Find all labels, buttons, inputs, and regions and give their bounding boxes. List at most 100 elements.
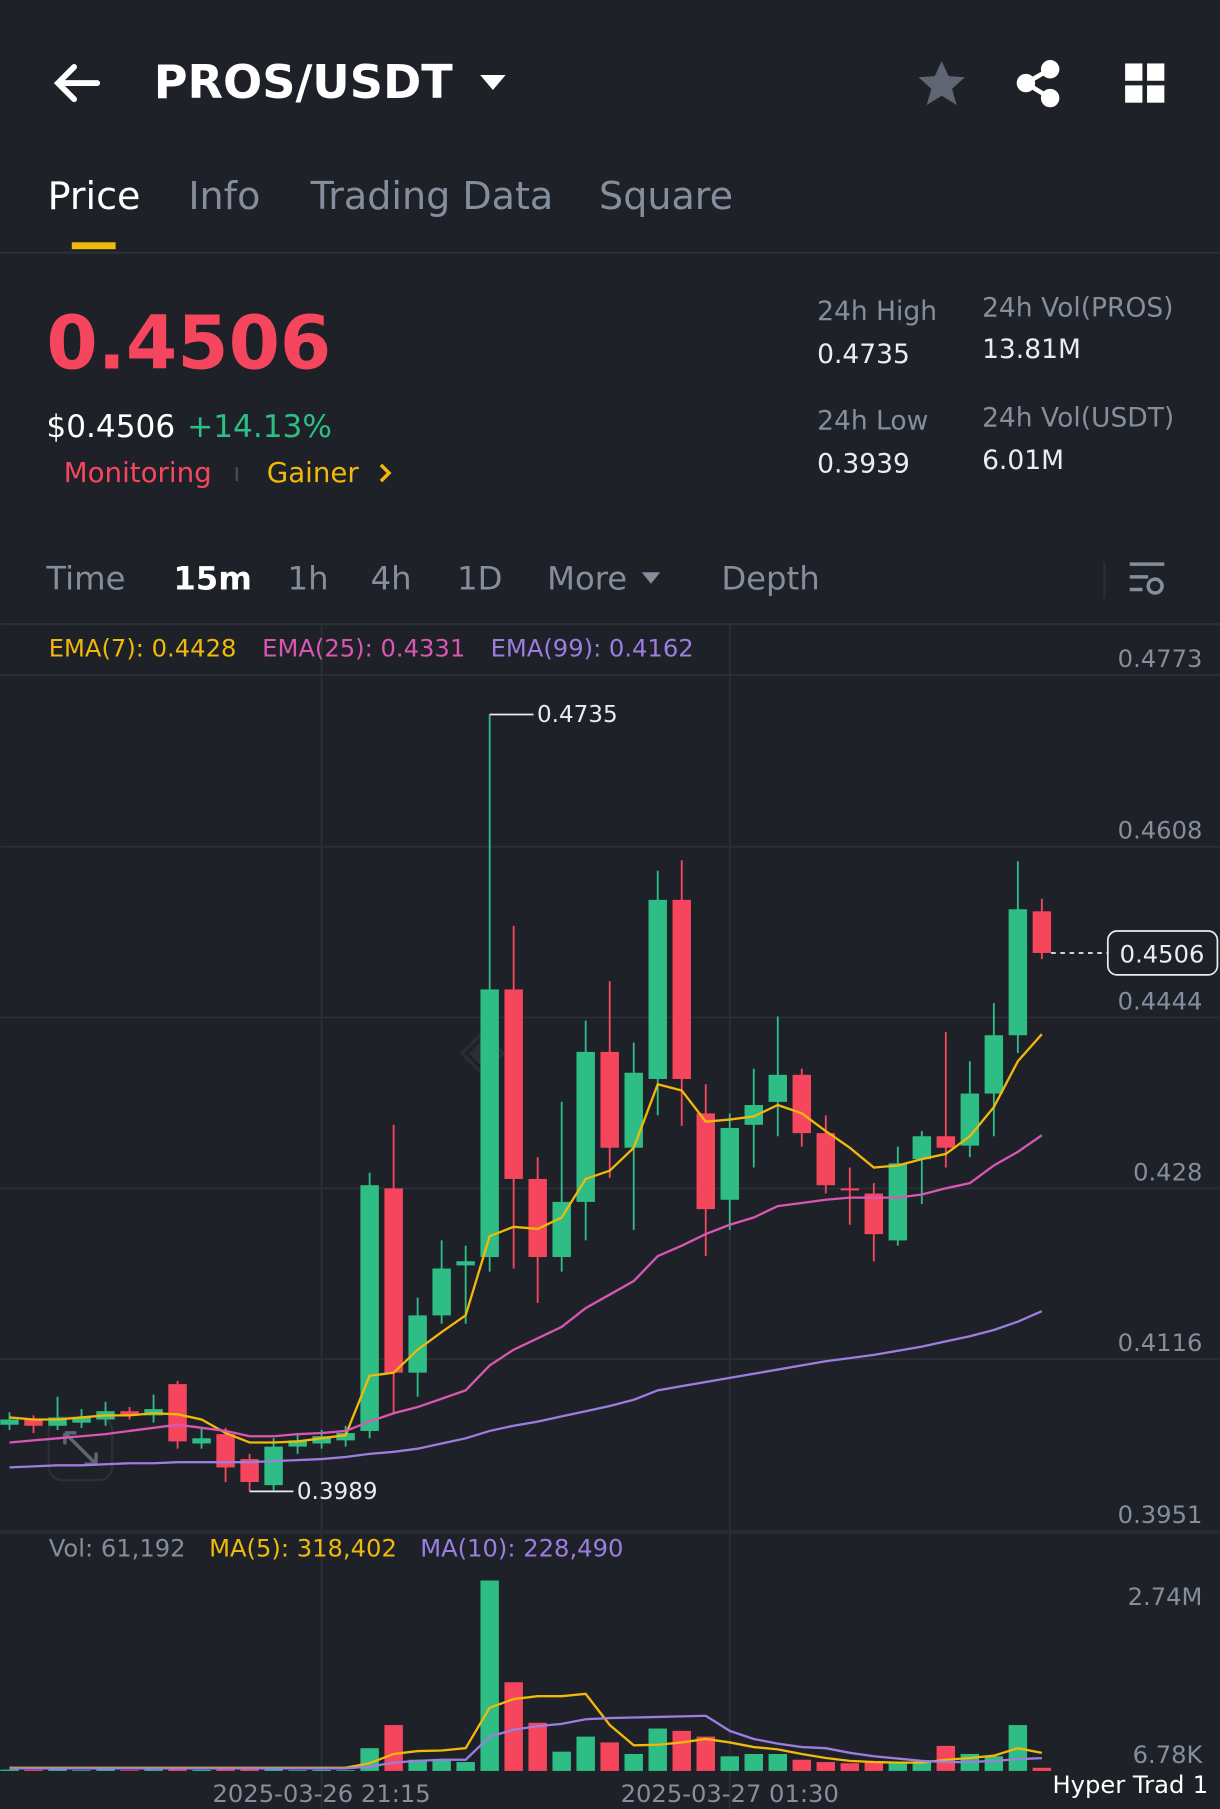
y-tick-label: 0.4773: [1118, 645, 1203, 673]
price-tag-label: 0.4506: [1120, 940, 1205, 968]
volume-bar: [0, 1769, 19, 1771]
interval[interactable]: 1h: [288, 559, 329, 597]
candle-body: [1032, 911, 1052, 953]
candle-body: [360, 1185, 379, 1431]
chart-settings-icon[interactable]: [1129, 562, 1165, 595]
volume-label: Vol: 61,192: [49, 1534, 186, 1562]
x-tick-label: 2025-03-27 01:30: [621, 1780, 839, 1808]
volume-bar: [480, 1580, 499, 1771]
chart: 0.4773 0.4608 0.4444 0.428 0.4116 0.3951 2.74M…: [0, 625, 1220, 1809]
candle-body: [168, 1384, 187, 1442]
stat-label: 24h Low: [817, 406, 928, 437]
volume-bar: [144, 1769, 163, 1771]
stat-value: 6.01M: [982, 445, 1064, 476]
candle-body: [456, 1261, 475, 1266]
candle-body: [816, 1133, 836, 1186]
tag[interactable]: Monitoring: [64, 456, 212, 489]
volume-bar: [264, 1769, 283, 1771]
more-caret: [641, 572, 661, 584]
pair-title[interactable]: PROS/USDT: [154, 55, 454, 109]
volume-bar: [408, 1759, 427, 1771]
pair-dropdown[interactable]: [480, 74, 506, 90]
volume-bar: [216, 1768, 235, 1771]
candle-body: [216, 1434, 235, 1468]
tab[interactable]: Price: [48, 174, 141, 218]
candle-body: [408, 1315, 427, 1373]
volume-bar: [936, 1745, 956, 1771]
volume-bar: [696, 1736, 715, 1771]
candle-body: [264, 1446, 283, 1486]
interval[interactable]: 15m: [173, 559, 252, 597]
volume-bar: [768, 1753, 788, 1771]
indicator-line: [9, 1134, 1043, 1444]
volume-bar: [576, 1736, 595, 1771]
volume-bar: [72, 1770, 91, 1771]
candle-body: [648, 899, 667, 1079]
interval[interactable]: Time: [45, 559, 125, 597]
volume-bar: [432, 1759, 451, 1771]
candle-body: [696, 1113, 715, 1210]
volume-bar: [312, 1769, 331, 1771]
back-button[interactable]: [53, 64, 101, 103]
interval[interactable]: Depth: [721, 559, 819, 597]
volume-bar: [624, 1753, 643, 1771]
interval[interactable]: 1D: [457, 559, 502, 597]
candle-body: [840, 1188, 860, 1191]
overlay-text: Hyper Trad: [1052, 1771, 1184, 1799]
price-change: +14.13%: [187, 409, 332, 445]
interval[interactable]: 4h: [371, 559, 412, 597]
candle-body: [48, 1417, 67, 1426]
volume-bar: [1032, 1767, 1052, 1771]
tab[interactable]: Trading Data: [310, 174, 554, 218]
legend-entry: MA(5): 318,402: [209, 1534, 397, 1562]
volume-bar: [792, 1759, 812, 1771]
last-price: 0.4506: [46, 300, 331, 386]
candle-body: [552, 1201, 571, 1258]
volume-bar: [720, 1756, 739, 1771]
stat-label: 24h High: [817, 296, 937, 327]
price-tag: [1106, 930, 1219, 976]
candle-body: [888, 1163, 908, 1241]
stat-value: 0.3939: [817, 448, 910, 479]
candle-body: [24, 1419, 43, 1426]
volume-bar: [552, 1751, 571, 1771]
overlay-count: 1: [1193, 1771, 1208, 1799]
volume-bar: [456, 1762, 475, 1771]
volume-bar: [240, 1768, 259, 1771]
favorite-icon[interactable]: [918, 61, 965, 105]
tag[interactable]: Gainer: [267, 456, 360, 489]
tab-indicator: [71, 242, 116, 250]
grid-icon[interactable]: [1125, 63, 1165, 103]
tab[interactable]: Square: [599, 174, 733, 218]
volume-bar: [600, 1742, 619, 1771]
candle-body: [120, 1411, 139, 1416]
stat-label: 24h Vol(USDT): [982, 402, 1174, 433]
volume-bar: [120, 1770, 139, 1771]
volume-bar: [48, 1769, 67, 1771]
candle-body: [720, 1127, 739, 1200]
tab[interactable]: Info: [188, 174, 260, 218]
volume-bar: [528, 1722, 547, 1771]
indicator-line: [9, 1033, 1043, 1444]
y-tick-label: 0.428: [1133, 1158, 1202, 1186]
volume-bar: [24, 1769, 43, 1771]
candle-body: [624, 1072, 643, 1148]
candle-body: [768, 1074, 788, 1102]
candle-body: [1008, 909, 1028, 1036]
usd-price: $0.4506: [46, 409, 175, 445]
interval[interactable]: More: [547, 559, 627, 597]
volume-bar: [96, 1769, 115, 1771]
y-tick-label: 0.4608: [1118, 817, 1203, 845]
candle-body: [600, 1051, 619, 1148]
volume-bar: [648, 1728, 667, 1771]
tag-separator: [235, 467, 238, 482]
candle-body: [384, 1188, 403, 1373]
volume-bar: [744, 1753, 763, 1771]
candle-body: [528, 1178, 547, 1258]
share-icon[interactable]: [1016, 59, 1060, 108]
y-tick-label: 0.4444: [1118, 988, 1203, 1016]
volume-ma-line: [9, 1714, 1042, 1770]
